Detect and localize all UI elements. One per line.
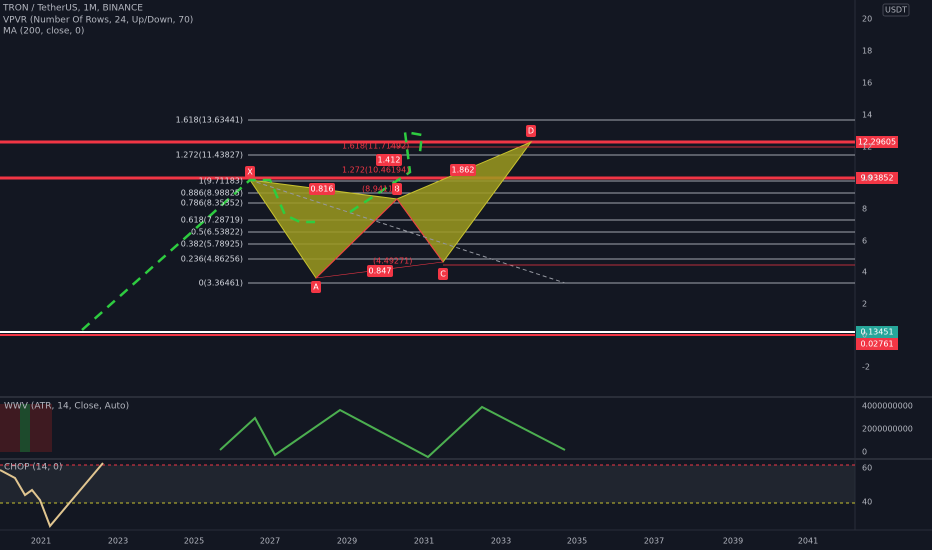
fib-label: 0.886(8.98825) xyxy=(181,189,243,198)
ratio-label: 1.412 xyxy=(378,156,401,165)
ratio-tag xyxy=(309,183,335,195)
fib-label: 0.618(7.28719) xyxy=(181,216,243,225)
time-tick: 2041 xyxy=(798,537,818,546)
wwv-plot xyxy=(0,404,566,459)
chop-title: CHOP (14, 0) xyxy=(4,463,62,473)
projection-label: (8.94113) xyxy=(362,185,401,194)
price-tick: 0 xyxy=(862,331,867,340)
time-tick: 2035 xyxy=(567,537,587,546)
texts: TRON / TetherUS, 1M, BINANCE VPVR (Number… xyxy=(2,4,913,546)
point-tag xyxy=(526,125,536,137)
projection-label: 1.272(10.46194) xyxy=(342,166,409,175)
price-tick: -2 xyxy=(862,363,870,372)
point-label: D xyxy=(528,127,534,136)
price-tick: 18 xyxy=(862,47,872,56)
ratio-tag xyxy=(450,164,476,176)
time-tick: 2027 xyxy=(260,537,280,546)
price-label-bg xyxy=(856,136,898,148)
price-label-bg xyxy=(856,326,898,338)
price-tick: 16 xyxy=(862,79,872,88)
fib-label: 1.272(11.43827) xyxy=(176,151,243,160)
price-tick: 20 xyxy=(862,15,872,24)
panes xyxy=(0,0,932,531)
time-tick: 2025 xyxy=(184,537,204,546)
time-tick: 2023 xyxy=(108,537,128,546)
fib-label: 0.236(4.86256) xyxy=(181,255,243,264)
ratio-label: 1.862 xyxy=(452,166,475,175)
point-label: X xyxy=(247,168,253,177)
ratio-label: 0.816 xyxy=(311,185,334,194)
price-label: 9.93852 xyxy=(860,174,893,183)
wwv-title: WWV (ATR, 14, Close, Auto) xyxy=(4,402,129,412)
indicator-label: MA (200, close, 0) xyxy=(3,27,84,37)
point-tag xyxy=(438,268,448,280)
chop-tick: 60 xyxy=(862,464,872,473)
ratio-tag xyxy=(367,265,393,277)
point-tag xyxy=(392,183,402,195)
chop-tick: 40 xyxy=(862,498,872,507)
point-label: B xyxy=(394,185,400,194)
point-label: A xyxy=(313,283,319,292)
price-tick: 8 xyxy=(862,205,867,214)
ratio-tag xyxy=(376,154,402,166)
time-tick: 2037 xyxy=(644,537,664,546)
point-tag xyxy=(245,166,255,178)
fib-label: 0.786(8.35352) xyxy=(181,199,243,208)
wwv-tick: 4000000000 xyxy=(862,402,913,411)
point-tag xyxy=(311,281,321,293)
drawings xyxy=(0,119,855,336)
chart-title: TRON / TetherUS, 1M, BINANCE xyxy=(2,4,143,14)
price-label-bg xyxy=(856,172,898,184)
price-tick: 14 xyxy=(862,111,872,120)
price-tick: 12 xyxy=(862,143,872,152)
wwv-tick: 2000000000 xyxy=(862,425,913,434)
price-label-bg xyxy=(856,338,898,350)
price-tick: 2 xyxy=(862,300,867,309)
price-label: 12.29605 xyxy=(858,138,896,147)
price-label: 0.13451 xyxy=(860,328,893,337)
fib-label: 0.5(6.53822) xyxy=(191,228,243,237)
time-tick: 2039 xyxy=(723,537,743,546)
fib-label: 1.618(13.63441) xyxy=(176,116,243,125)
indicator-label: VPVR (Number Of Rows, 24, Up/Down, 70) xyxy=(3,16,193,26)
time-tick: 2021 xyxy=(31,537,51,546)
chop-plot xyxy=(0,462,855,528)
fib-label: 1(9.71183) xyxy=(199,177,243,186)
currency: USDT xyxy=(885,6,907,15)
price-label: 0.02761 xyxy=(860,340,893,349)
projection-label: (4.49271) xyxy=(373,257,412,266)
ratio-label: 0.847 xyxy=(369,267,392,276)
fib-label: 0.382(5.78925) xyxy=(181,240,243,249)
pattern-tags xyxy=(245,125,898,350)
price-tick: 6 xyxy=(862,237,867,246)
point-label: C xyxy=(440,270,446,279)
time-tick: 2029 xyxy=(337,537,357,546)
price-tick: 4 xyxy=(862,268,867,277)
time-tick: 2033 xyxy=(491,537,511,546)
projection-label: 1.618(11.71492) xyxy=(342,142,409,151)
fib-label: 0(3.36461) xyxy=(199,279,243,288)
price-tick: 10 xyxy=(862,174,872,183)
time-tick: 2031 xyxy=(414,537,434,546)
wwv-tick: 0 xyxy=(862,448,867,457)
